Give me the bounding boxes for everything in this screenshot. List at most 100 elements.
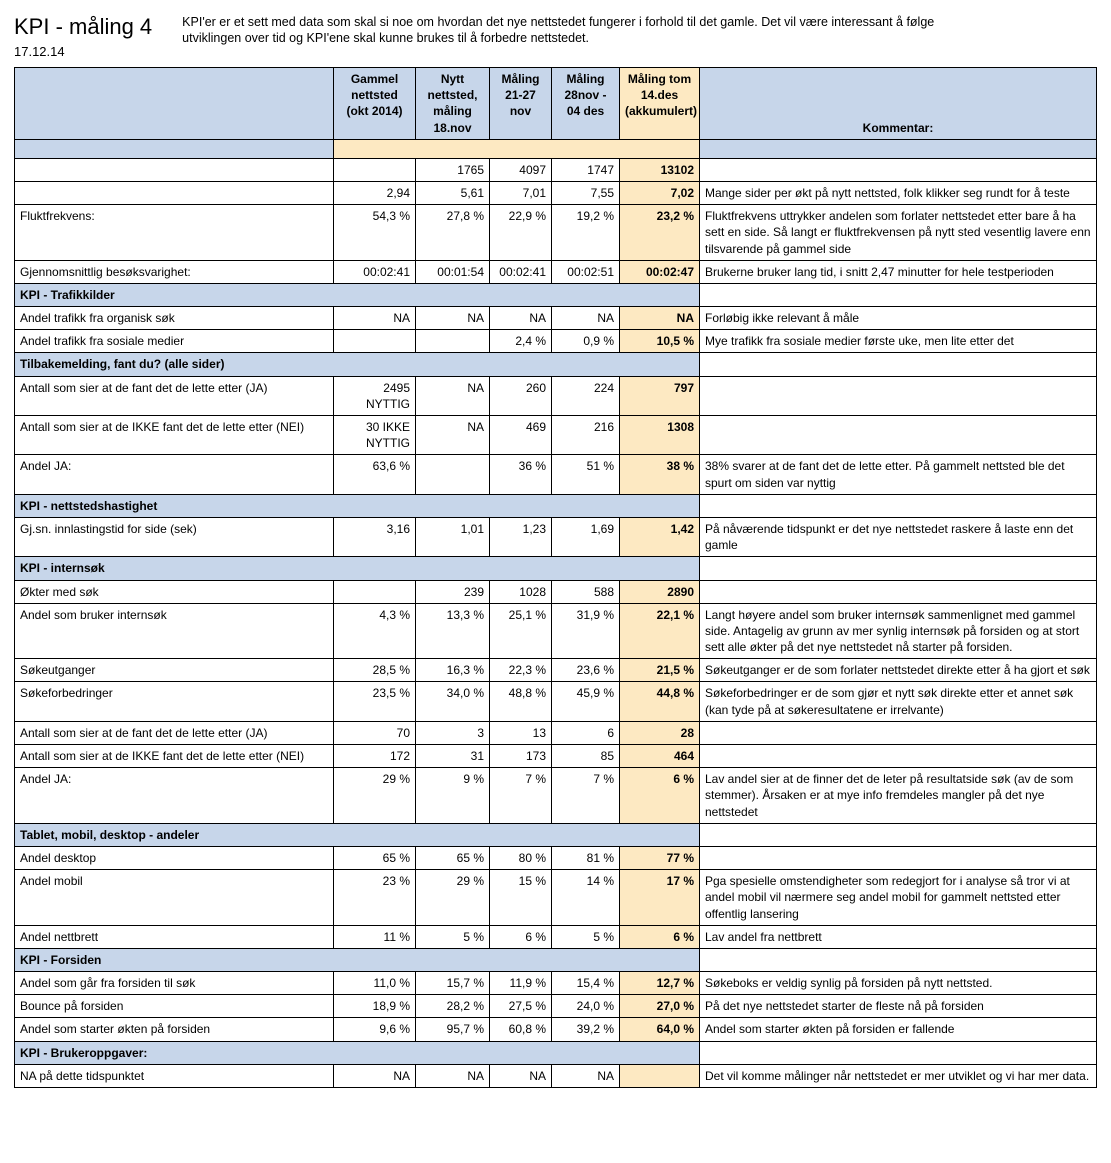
table-row: Andel som starter økten på forsiden9,6 %…: [15, 1018, 1097, 1041]
blank-cell: [15, 139, 334, 158]
table-body: 176540971747131022,945,617,017,557,02Man…: [15, 139, 1097, 1087]
page-title: KPI - måling 4: [14, 14, 152, 40]
header-comment: Kommentar:: [700, 68, 1097, 140]
value-cell: 24,0 %: [552, 995, 620, 1018]
value-cell: 1308: [620, 416, 700, 455]
value-cell: 1747: [552, 158, 620, 181]
value-cell: 25,1 %: [490, 603, 552, 659]
value-cell: 36 %: [490, 455, 552, 494]
value-cell: 6 %: [490, 925, 552, 948]
value-cell: [334, 580, 416, 603]
row-label: Andel desktop: [15, 846, 334, 869]
value-cell: 31,9 %: [552, 603, 620, 659]
section-comment: [700, 494, 1097, 517]
value-cell: NA: [620, 307, 700, 330]
value-cell: 9 %: [416, 768, 490, 824]
value-cell: 6 %: [620, 768, 700, 824]
table-row: Fluktfrekvens:54,3 %27,8 %22,9 %19,2 %23…: [15, 205, 1097, 261]
value-cell: 6: [552, 721, 620, 744]
value-cell: NA: [334, 1064, 416, 1087]
section-comment: [700, 1041, 1097, 1064]
comment-cell: Langt høyere andel som bruker internsøk …: [700, 603, 1097, 659]
table-row: Andel desktop65 %65 %80 %81 %77 %: [15, 846, 1097, 869]
value-cell: 23,6 %: [552, 659, 620, 682]
value-cell: 00:02:41: [490, 260, 552, 283]
section-header: KPI - Trafikkilder: [15, 283, 700, 306]
value-cell: 70: [334, 721, 416, 744]
value-cell: 1,42: [620, 517, 700, 556]
value-cell: 51 %: [552, 455, 620, 494]
comment-cell: Det vil komme målinger når nettstedet er…: [700, 1064, 1097, 1087]
header-c3: Måling 21-27 nov: [490, 68, 552, 140]
header-c4: Måling 28nov - 04 des: [552, 68, 620, 140]
comment-cell: [700, 376, 1097, 415]
row-label: Andel som starter økten på forsiden: [15, 1018, 334, 1041]
row-label: Antall som sier at de fant det de lette …: [15, 721, 334, 744]
table-row: Andel som går fra forsiden til søk11,0 %…: [15, 972, 1097, 995]
value-cell: 30 IKKE NYTTIG: [334, 416, 416, 455]
value-cell: 23,5 %: [334, 682, 416, 721]
value-cell: NA: [416, 376, 490, 415]
value-cell: 29 %: [334, 768, 416, 824]
table-row: Økter med søk23910285882890: [15, 580, 1097, 603]
value-cell: 15,7 %: [416, 972, 490, 995]
value-cell: 60,8 %: [490, 1018, 552, 1041]
comment-cell: [700, 846, 1097, 869]
value-cell: 7 %: [490, 768, 552, 824]
value-cell: 216: [552, 416, 620, 455]
table-row: Antall som sier at de fant det de lette …: [15, 721, 1097, 744]
value-cell: 44,8 %: [620, 682, 700, 721]
table-row: Antall som sier at de IKKE fant det de l…: [15, 745, 1097, 768]
header-row: Gammel nettsted (okt 2014) Nytt nettsted…: [15, 68, 1097, 140]
value-cell: 28,5 %: [334, 659, 416, 682]
table-row: KPI - Forsiden: [15, 948, 1097, 971]
value-cell: 00:02:51: [552, 260, 620, 283]
table-row: Andel nettbrett11 %5 %6 %5 %6 %Lav andel…: [15, 925, 1097, 948]
comment-cell: [700, 158, 1097, 181]
value-cell: 00:01:54: [416, 260, 490, 283]
value-cell: 0,9 %: [552, 330, 620, 353]
value-cell: 3,16: [334, 517, 416, 556]
table-row: 17654097174713102: [15, 158, 1097, 181]
section-comment: [700, 948, 1097, 971]
value-cell: 11 %: [334, 925, 416, 948]
value-cell: 260: [490, 376, 552, 415]
comment-cell: [700, 416, 1097, 455]
section-header: KPI - Brukeroppgaver:: [15, 1041, 700, 1064]
value-cell: 23 %: [334, 870, 416, 926]
value-cell: [620, 1064, 700, 1087]
value-cell: 48,8 %: [490, 682, 552, 721]
table-row: KPI - internsøk: [15, 557, 1097, 580]
value-cell: 11,0 %: [334, 972, 416, 995]
value-cell: 239: [416, 580, 490, 603]
value-cell: 22,9 %: [490, 205, 552, 261]
value-cell: 588: [552, 580, 620, 603]
value-cell: 18,9 %: [334, 995, 416, 1018]
value-cell: 38 %: [620, 455, 700, 494]
value-cell: 1,69: [552, 517, 620, 556]
row-label: Andel JA:: [15, 455, 334, 494]
value-cell: 63,6 %: [334, 455, 416, 494]
value-cell: 27,0 %: [620, 995, 700, 1018]
row-label: Fluktfrekvens:: [15, 205, 334, 261]
section-comment: [700, 823, 1097, 846]
value-cell: 64,0 %: [620, 1018, 700, 1041]
value-cell: NA: [552, 1064, 620, 1087]
value-cell: 54,3 %: [334, 205, 416, 261]
value-cell: NA: [334, 307, 416, 330]
table-row: Søkeutganger28,5 %16,3 %22,3 %23,6 %21,5…: [15, 659, 1097, 682]
value-cell: 3: [416, 721, 490, 744]
value-cell: 17 %: [620, 870, 700, 926]
value-cell: 00:02:47: [620, 260, 700, 283]
value-cell: 65 %: [416, 846, 490, 869]
value-cell: 11,9 %: [490, 972, 552, 995]
value-cell: 65 %: [334, 846, 416, 869]
row-label: Andel nettbrett: [15, 925, 334, 948]
value-cell: 14 %: [552, 870, 620, 926]
value-cell: 224: [552, 376, 620, 415]
value-cell: 45,9 %: [552, 682, 620, 721]
value-cell: 21,5 %: [620, 659, 700, 682]
row-label: [15, 181, 334, 204]
value-cell: 5 %: [416, 925, 490, 948]
value-cell: 15 %: [490, 870, 552, 926]
